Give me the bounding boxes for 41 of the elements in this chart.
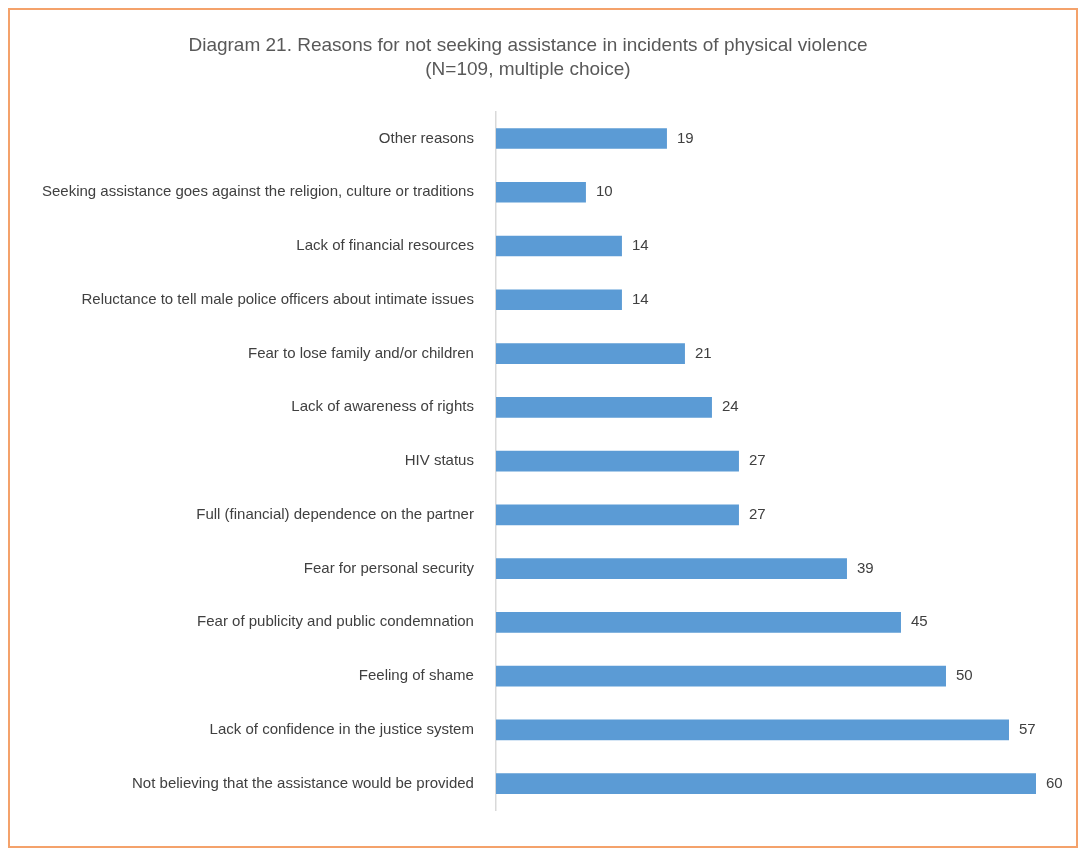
bar (495, 558, 847, 579)
bar (495, 665, 946, 687)
y-tick-label: Not believing that the assistance would be provided (132, 773, 474, 791)
y-tick-label: Feeling of shame (358, 666, 474, 684)
data-label: 50 (955, 666, 973, 684)
data-label: 14 (631, 236, 649, 254)
bar (495, 611, 901, 633)
bar (495, 128, 667, 149)
y-tick-label: Fear of publicity and public condemnation (197, 612, 474, 630)
chart-title: Diagram 21. Reasons for not seeking assistance in incidents of physical violence (188, 33, 868, 55)
data-label: 19 (676, 128, 694, 146)
y-tick-label: Fear for personal security (303, 558, 475, 576)
bar (495, 504, 739, 526)
bar (495, 773, 1036, 794)
y-tick-label: Full (financial) dependence on the partner (196, 504, 474, 522)
bar (495, 235, 622, 257)
y-tick-label: HIV status (404, 451, 474, 469)
data-label: 45 (910, 612, 928, 630)
y-tick-label: Seeking assistance goes against the religion, culture or traditions (41, 182, 474, 200)
data-label: 10 (595, 182, 613, 200)
data-label: 27 (748, 451, 766, 469)
data-label: 39 (856, 558, 874, 576)
y-tick-label: Reluctance to tell male police officers about intimate issues (81, 289, 474, 307)
data-label: 24 (721, 397, 739, 415)
bar (495, 181, 586, 203)
data-label: 57 (1019, 720, 1036, 737)
y-tick-label: Fear to lose family and/or children (247, 343, 474, 361)
chart-subtitle: (N=109, multiple choice) (425, 58, 631, 80)
y-tick-label: Lack of confidence in the justice system (209, 720, 474, 737)
data-label: 60 (1046, 773, 1063, 791)
data-label: 27 (748, 504, 766, 522)
y-tick-label: Lack of awareness of rights (291, 397, 474, 415)
data-label: 14 (631, 289, 649, 307)
y-tick-label: Other reasons (378, 128, 474, 146)
bar (495, 396, 712, 418)
data-label: 21 (694, 343, 712, 361)
bar (495, 289, 622, 311)
bar (495, 450, 739, 472)
bar (495, 343, 685, 364)
bar (495, 719, 1009, 741)
y-tick-label: Lack of financial resources (296, 236, 474, 254)
